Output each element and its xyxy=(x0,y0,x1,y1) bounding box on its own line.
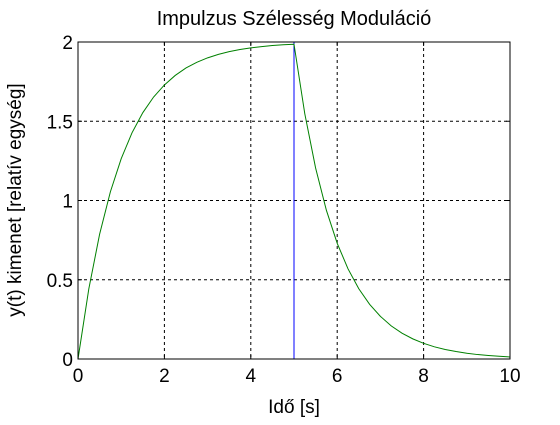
x-tick-label: 10 xyxy=(499,366,520,387)
chart-title: Impulzus Szélesség Moduláció xyxy=(157,8,432,30)
y-tick-label: 0.5 xyxy=(47,271,73,292)
x-tick-label: 0 xyxy=(73,366,84,387)
tick-marks xyxy=(77,41,511,360)
x-tick-label: 6 xyxy=(332,366,343,387)
x-axis-label: Idő [s] xyxy=(268,397,320,418)
y-tick-label: 2 xyxy=(62,33,73,54)
x-tick-label: 4 xyxy=(246,366,257,387)
y-tick-label: 1 xyxy=(62,192,73,213)
y-tick-labels: 0 0.5 1 1.5 2 xyxy=(47,33,73,371)
x-tick-label: 8 xyxy=(418,366,429,387)
x-tick-labels: 0 2 4 6 8 10 xyxy=(73,366,521,387)
y-tick-label: 1.5 xyxy=(47,112,73,133)
y-tick-label: 0 xyxy=(62,350,73,371)
series-output-line xyxy=(77,43,511,360)
y-axis-label: y(t) kimenet [relatív egység] xyxy=(5,83,26,316)
x-tick-label: 2 xyxy=(159,366,170,387)
